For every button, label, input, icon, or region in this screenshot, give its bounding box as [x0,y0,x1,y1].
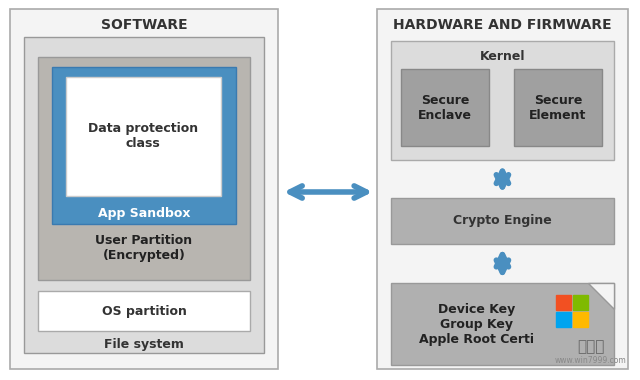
Bar [52,67,236,224]
Text: OS partition: OS partition [102,305,186,318]
Bar [391,283,614,365]
Bar [10,9,278,369]
Text: 系统粉: 系统粉 [577,339,604,355]
Polygon shape [588,283,614,309]
Bar [38,57,250,280]
Bar [401,69,488,146]
Text: Device Key
Group Key
Apple Root Certi: Device Key Group Key Apple Root Certi [419,302,534,345]
Bar [573,312,588,327]
Text: App Sandbox: App Sandbox [98,207,190,220]
Bar [65,77,221,196]
Text: Secure
Enclave: Secure Enclave [418,93,472,122]
Text: Crypto Engine: Crypto Engine [453,214,552,227]
Text: User Partition
(Encrypted): User Partition (Encrypted) [95,234,193,261]
Text: Secure
Element: Secure Element [529,93,587,122]
Bar [24,37,264,353]
Bar [556,312,571,327]
Text: www.win7999.com: www.win7999.com [555,356,627,365]
Text: HARDWARE AND FIRMWARE: HARDWARE AND FIRMWARE [393,18,612,32]
Text: Data protection
class: Data protection class [88,122,198,150]
Bar [38,291,250,331]
Bar [378,9,628,369]
Bar [391,41,614,160]
Bar [573,295,588,310]
Text: File system: File system [104,339,184,352]
Text: SOFTWARE: SOFTWARE [100,18,188,32]
Text: Kernel: Kernel [479,51,525,63]
Bar [515,69,602,146]
Bar [556,295,571,310]
Bar [391,198,614,244]
